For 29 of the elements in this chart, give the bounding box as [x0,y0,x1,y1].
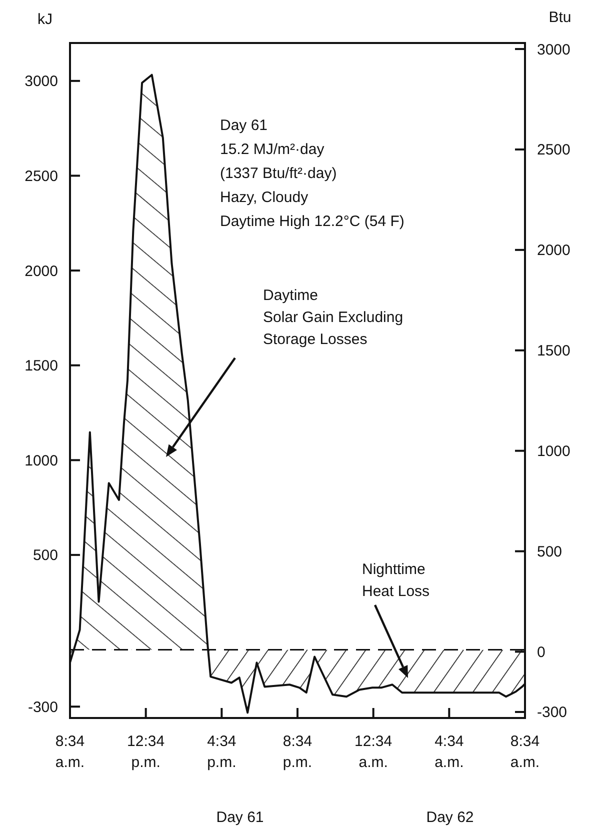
x-tick-label: 8:34 p.m. [282,733,312,771]
x-tick-label: 12:34 a.m. [354,733,392,771]
y2-tick-label: 500 [537,544,562,561]
y2-axis-title: Btu [548,9,572,26]
y2-tick-label: 3000 [537,41,570,58]
y-tick-label: 2000 [24,262,58,280]
y2-tick-label: 2500 [537,142,570,159]
y2-tick-label: -300 [537,704,568,722]
annotation: Daytime Solar Gain Excluding Storage Losses [263,287,404,348]
text: Day 62 [426,809,474,826]
y-tick-label: 1500 [24,358,58,375]
text: Day 61 [216,809,264,826]
annotation: Day 61 15.2 MJ/m²·day (1337 Btu/ft²·day) Hazy, Cloudy Daytime High 12.2°C (54 F) [220,117,404,230]
y-tick-label: 500 [32,547,58,564]
y2-tick-label: 1000 [537,443,570,460]
y-axis-title: kJ [38,11,52,28]
y-tick-label: 3000 [24,73,58,90]
x-tick-label: 4:34 p.m. [207,733,236,771]
x-tick-label: 12:34 p.m. [127,733,165,771]
x-tick-label: 8:34 a.m. [510,733,540,771]
annotation: Nighttime Heat Loss [362,561,430,600]
y2-tick-label: 1500 [537,342,570,360]
x-tick-label: 4:34 a.m. [434,733,464,771]
y2-tick-label: 0 [537,644,546,661]
y-tick-label: 1000 [24,452,58,470]
y-tick-label: 2500 [24,168,58,185]
x-tick-label: 8:34 a.m. [55,733,85,771]
y-tick-label: -300 [28,698,58,716]
y2-tick-label: 2000 [537,242,570,260]
